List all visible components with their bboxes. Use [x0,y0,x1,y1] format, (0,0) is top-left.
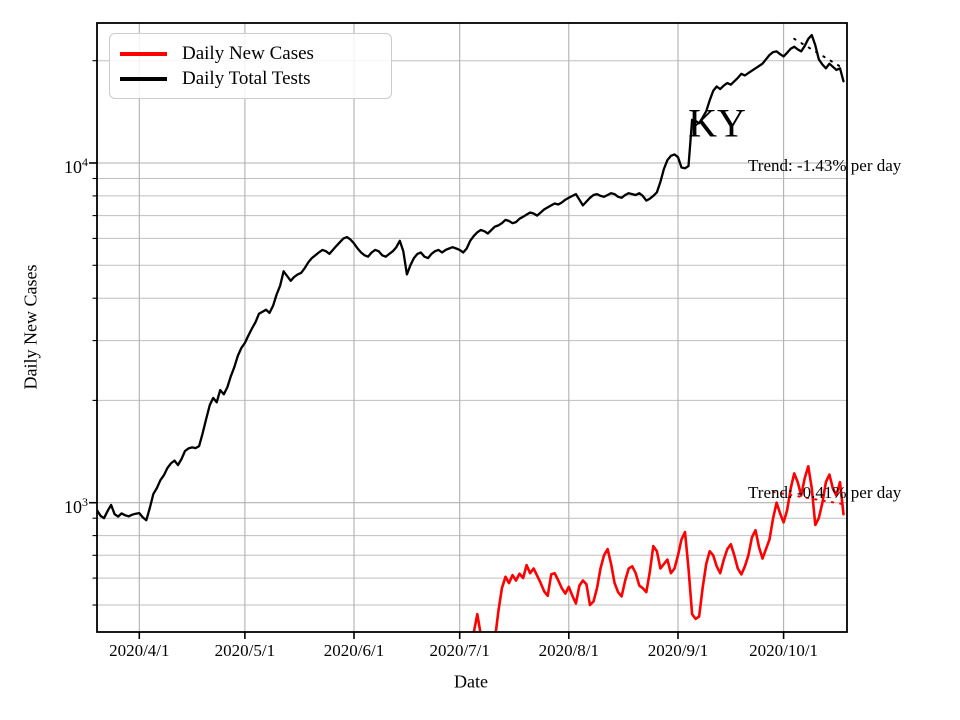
trend-annotation-cases: Trend: -0.41% per day [748,483,902,502]
x-tick-label: 2020/8/1 [538,641,600,660]
trend-line-cases [772,491,845,506]
legend-label: Daily New Cases [182,43,314,64]
series-daily-new-cases [472,464,845,632]
x-tick-label: 2020/7/1 [429,641,490,660]
legend-line-swatch-black [120,76,167,81]
x-tick-label: 2020/9/1 [647,641,709,660]
x-tick-label: 2020/6/1 [323,641,385,660]
legend-entry-cases: Daily New Cases [120,41,381,66]
state-label: KY [688,100,746,146]
legend-line-swatch-red [120,51,167,56]
legend-entry-tests: Daily Total Tests [120,66,381,91]
y-tick-label-1e4: 104 [64,155,88,177]
x-tick-label: 2020/10/1 [749,641,819,660]
series-daily-total-tests [97,33,845,522]
x-tick-label: 2020/5/1 [214,641,276,660]
trend-line-tests [793,37,845,70]
plot-border [96,22,848,633]
trend-annotation-tests: Trend: -1.43% per day [748,156,902,175]
y-tick-label-1e3: 103 [64,494,88,517]
legend-label: Daily Total Tests [182,68,311,89]
y-axis-label: Daily New Cases [20,264,41,390]
x-tick-label: 2020/4/1 [109,641,170,660]
legend: Daily New Cases Daily Total Tests [109,33,392,99]
x-axis-label: Date [454,671,488,692]
